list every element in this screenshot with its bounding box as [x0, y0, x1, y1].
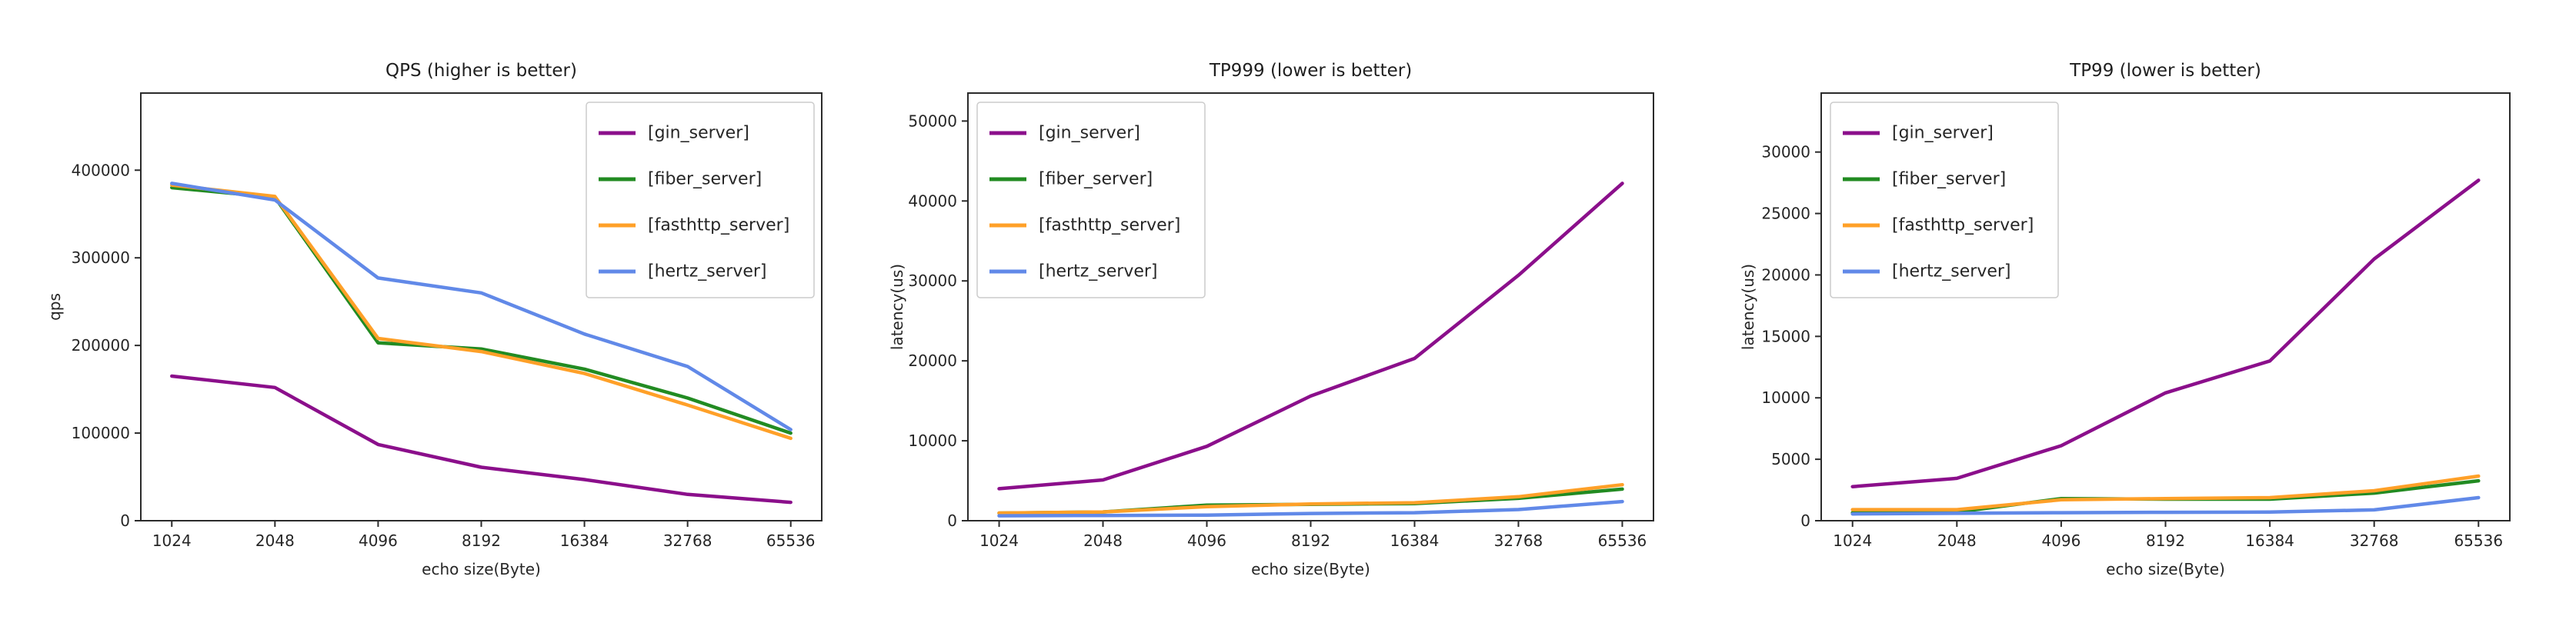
y-tick-label: 5000 — [1771, 450, 1810, 468]
y-tick-label: 100000 — [72, 424, 130, 442]
x-tick-label: 32768 — [2350, 531, 2399, 550]
x-tick-label: 2048 — [1937, 531, 1977, 550]
x-tick-label: 8192 — [462, 531, 501, 550]
chart-title: TP999 (lower is better) — [1209, 61, 1413, 81]
y-axis-label: qps — [45, 293, 64, 321]
chart-title: TP99 (lower is better) — [2070, 61, 2261, 81]
series-line-hertz_server — [997, 499, 1624, 518]
legend-label: [fasthttp_server] — [1892, 216, 2034, 235]
y-tick-label: 0 — [1800, 511, 1810, 530]
series-line-gin_server — [170, 374, 792, 505]
x-tick-label: 1024 — [1833, 531, 1872, 550]
chart-panel-qps: QPS (higher is better) 0 100000 200000 3000… — [0, 0, 859, 623]
legend-label: [fiber_server] — [1039, 170, 1153, 189]
y-tick-label: 15000 — [1761, 327, 1810, 345]
series-line-gin_server — [1850, 178, 2481, 488]
legend-label: [fasthttp_server] — [1039, 216, 1180, 235]
x-tick-label: 1024 — [979, 531, 1019, 550]
chart-title: QPS (higher is better) — [385, 61, 577, 81]
y-tick-label: 25000 — [1761, 205, 1810, 223]
x-tick-label: 8192 — [2146, 531, 2185, 550]
legend-box — [976, 102, 1206, 298]
y-axis-label: latency(us) — [1739, 264, 1757, 350]
x-tick-label: 2048 — [255, 531, 295, 550]
legend-label: [gin_server] — [648, 124, 749, 143]
y-tick-label: 10000 — [1761, 388, 1810, 407]
y-tick-label: 400000 — [72, 161, 130, 179]
x-axis-label: echo size(Byte) — [1251, 560, 1370, 578]
qps-line-chart: 0 100000 200000 300000 400000 1024 2048 4096 819… — [45, 92, 823, 578]
legend-box — [1830, 102, 2059, 298]
x-tick-label: 16384 — [2245, 531, 2294, 550]
x-tick-label: 4096 — [359, 531, 398, 550]
legend-label: [hertz_server] — [1892, 262, 2011, 282]
x-tick-label: 65536 — [766, 531, 816, 550]
x-tick-label: 65536 — [1598, 531, 1647, 550]
y-tick-label: 200000 — [72, 336, 130, 355]
legend-box — [586, 102, 815, 298]
x-tick-label: 65536 — [2454, 531, 2503, 550]
legend-label: [fiber_server] — [1892, 170, 2006, 189]
series-line-fasthttp_server — [997, 482, 1624, 515]
y-tick-label: 40000 — [908, 192, 957, 210]
y-tick-label: 300000 — [72, 248, 130, 267]
x-axis-label: echo size(Byte) — [422, 560, 541, 578]
legend-label: [hertz_server] — [648, 262, 767, 282]
y-tick-label: 30000 — [1761, 143, 1810, 162]
legend-label: [hertz_server] — [1039, 262, 1158, 282]
series-line-hertz_server — [170, 182, 792, 431]
y-tick-label: 10000 — [908, 431, 957, 450]
y-tick-label: 30000 — [908, 272, 957, 290]
chart-panel-tp999: TP999 (lower is better) 0 10000 20000 30000… — [859, 0, 1717, 623]
chart-panel-tp99: TP99 (lower is better) 0 5000 10000 15000 20… — [1717, 0, 2576, 623]
x-tick-label: 4096 — [2041, 531, 2080, 550]
series-line-fasthttp_server — [170, 183, 792, 441]
y-tick-label: 0 — [947, 511, 957, 530]
y-tick-label: 50000 — [908, 112, 957, 130]
legend-label: [gin_server] — [1892, 124, 1994, 143]
y-tick-label: 20000 — [908, 351, 957, 370]
series-line-hertz_server — [1850, 495, 2481, 516]
x-tick-label: 32768 — [663, 531, 712, 550]
tp999-line-chart: 0 10000 20000 30000 40000 50000 1024 2048 4096 81… — [888, 92, 1654, 578]
x-tick-label: 16384 — [560, 531, 609, 550]
x-tick-label: 4096 — [1187, 531, 1226, 550]
x-tick-label: 32768 — [1494, 531, 1543, 550]
x-axis-label: echo size(Byte) — [2106, 560, 2225, 578]
legend-label: [fiber_server] — [648, 170, 762, 189]
series-line-gin_server — [997, 182, 1624, 491]
legend-label: [gin_server] — [1039, 124, 1140, 143]
x-tick-label: 8192 — [1291, 531, 1330, 550]
y-tick-label: 20000 — [1761, 265, 1810, 284]
legend-label: [fasthttp_server] — [648, 216, 789, 235]
x-tick-label: 1024 — [152, 531, 192, 550]
y-tick-label: 0 — [120, 511, 130, 530]
x-tick-label: 2048 — [1083, 531, 1123, 550]
tp99-line-chart: 0 5000 10000 15000 20000 25000 30000 1024 2048 40… — [1739, 92, 2511, 578]
x-tick-label: 16384 — [1390, 531, 1440, 550]
y-axis-label: latency(us) — [888, 264, 906, 350]
series-line-fasthttp_server — [1850, 474, 2481, 511]
